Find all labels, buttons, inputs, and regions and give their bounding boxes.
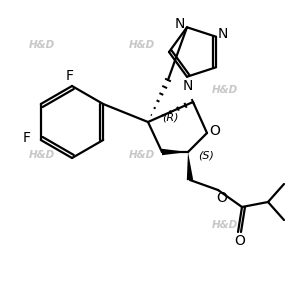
Polygon shape — [162, 149, 188, 155]
Text: H&D: H&D — [129, 150, 155, 160]
Text: O: O — [217, 191, 227, 205]
Text: N: N — [175, 17, 185, 31]
Text: F: F — [66, 69, 74, 83]
Text: H&D: H&D — [129, 40, 155, 50]
Text: O: O — [235, 234, 245, 248]
Text: N: N — [218, 27, 228, 41]
Polygon shape — [187, 152, 193, 180]
Text: N: N — [183, 79, 193, 93]
Text: O: O — [210, 124, 220, 138]
Text: H&D: H&D — [29, 40, 55, 50]
Text: H&D: H&D — [212, 85, 238, 95]
Text: H&D: H&D — [212, 220, 238, 230]
Text: F: F — [23, 131, 31, 145]
Text: H&D: H&D — [29, 150, 55, 160]
Text: (R): (R) — [162, 113, 178, 123]
Text: (S): (S) — [198, 151, 214, 161]
